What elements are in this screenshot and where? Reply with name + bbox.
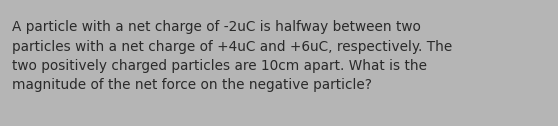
Text: A particle with a net charge of -2uC is halfway between two
particles with a net: A particle with a net charge of -2uC is … [12, 20, 452, 92]
